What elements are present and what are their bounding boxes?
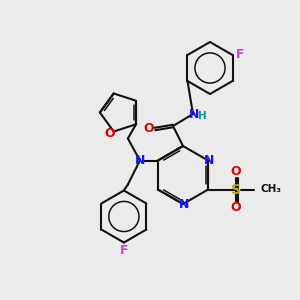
Text: N: N <box>204 154 214 167</box>
Text: CH₃: CH₃ <box>260 184 281 194</box>
Text: O: O <box>144 122 154 136</box>
Text: F: F <box>236 49 245 62</box>
Text: O: O <box>231 165 242 178</box>
Text: N: N <box>135 154 145 167</box>
Text: O: O <box>231 201 242 214</box>
Text: F: F <box>120 244 128 257</box>
Text: N: N <box>179 199 189 212</box>
Text: H: H <box>198 111 206 121</box>
Text: O: O <box>104 127 115 140</box>
Text: S: S <box>231 182 241 197</box>
Text: N: N <box>189 107 199 121</box>
